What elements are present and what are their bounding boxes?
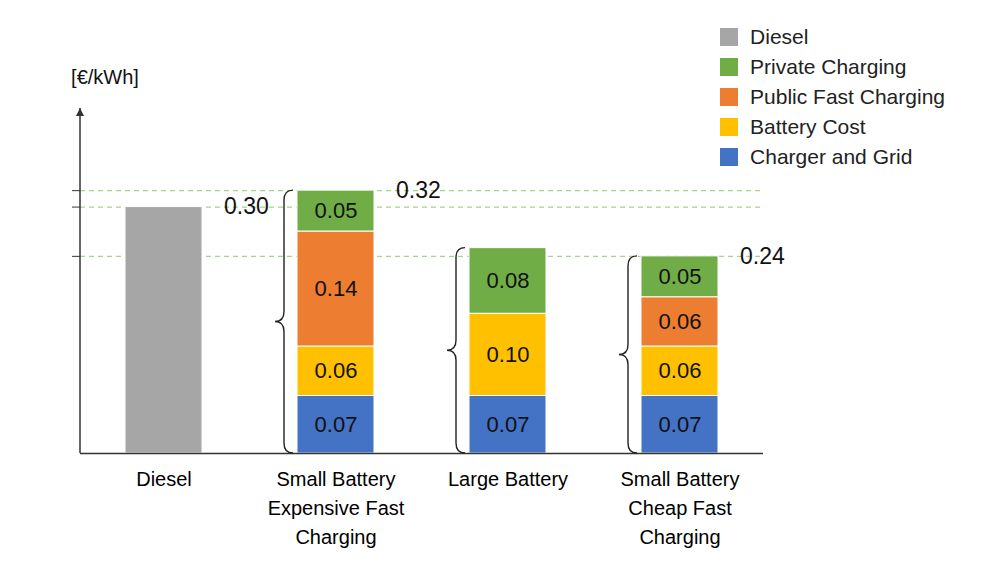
svg-text:0.05: 0.05 xyxy=(659,264,702,289)
svg-text:0.07: 0.07 xyxy=(487,412,530,437)
svg-text:0.10: 0.10 xyxy=(487,342,530,367)
html-text:Private Charging: Private Charging xyxy=(750,55,907,78)
svg-text:0.06: 0.06 xyxy=(659,358,702,383)
html-text:Diesel: Diesel xyxy=(750,25,809,48)
html-text:Public Fast Charging: Public Fast Charging xyxy=(750,85,945,108)
svg-text:Large Battery: Large Battery xyxy=(448,468,568,490)
svg-text:0.32: 0.32 xyxy=(396,177,441,203)
svg-text:0.30: 0.30 xyxy=(224,193,269,219)
svg-text:Small BatteryExpensive FastCha: Small BatteryExpensive FastCharging xyxy=(268,468,405,548)
svg-text:0.24: 0.24 xyxy=(740,243,785,269)
svg-text:0.05: 0.05 xyxy=(315,198,358,223)
html-text:Charger and Grid: Charger and Grid xyxy=(750,145,913,168)
svg-text:0.07: 0.07 xyxy=(315,412,358,437)
svg-text:Small BatteryCheap FastChargin: Small BatteryCheap FastCharging xyxy=(621,468,740,548)
svg-text:0.07: 0.07 xyxy=(659,412,702,437)
html-text:Battery Cost: Battery Cost xyxy=(750,115,866,138)
svg-text:0.06: 0.06 xyxy=(659,309,702,334)
svg-text:0.14: 0.14 xyxy=(315,276,358,301)
svg-text:0.06: 0.06 xyxy=(315,358,358,383)
svg-text:0.08: 0.08 xyxy=(487,268,530,293)
svg-text:Diesel: Diesel xyxy=(136,468,192,490)
svg-text:[€/kWh]: [€/kWh] xyxy=(71,66,139,88)
